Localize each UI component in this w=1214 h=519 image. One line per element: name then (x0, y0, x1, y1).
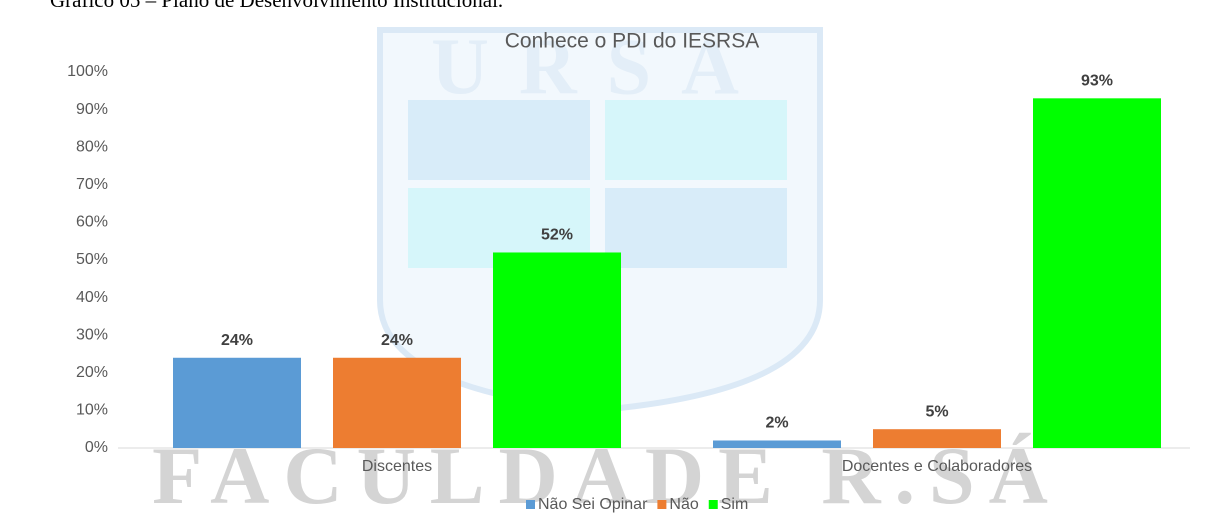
chart-title: Conhece o PDI do IESRSA (505, 30, 759, 53)
caption: Gráfico 05 – Plano de Desenvolvimento In… (50, 0, 503, 12)
y-tick-label: 30% (76, 326, 108, 343)
bar (333, 357, 461, 448)
value-label: 52% (541, 227, 573, 244)
legend-label: Não (669, 496, 698, 513)
y-tick-label: 20% (76, 364, 108, 381)
bar (173, 357, 301, 448)
y-tick-label: 0% (85, 439, 108, 456)
legend-label: Sim (721, 496, 749, 513)
y-tick-label: 90% (76, 101, 108, 118)
legend-label: Não Sei Opinar (538, 496, 648, 513)
logo-watermark: URSA (377, 23, 823, 414)
value-label: 24% (381, 332, 413, 349)
value-label: 93% (1081, 73, 1113, 90)
bar (1033, 98, 1161, 448)
legend-swatch (526, 500, 535, 509)
legend-swatch (657, 500, 667, 509)
y-tick-label: 50% (76, 251, 108, 268)
value-label: 24% (221, 332, 253, 349)
y-tick-label: 10% (76, 402, 108, 419)
bar (713, 440, 841, 448)
y-tick-label: 100% (67, 63, 108, 80)
value-label: 2% (765, 415, 788, 432)
bar (873, 429, 1001, 448)
x-tick-label: Discentes (362, 458, 432, 475)
value-label: 5% (925, 403, 948, 420)
y-tick-label: 40% (76, 289, 108, 306)
y-tick-label: 80% (76, 138, 108, 155)
x-tick-label: Docentes e Colaboradores (842, 458, 1032, 475)
logo-text: URSA (431, 23, 769, 111)
y-tick-label: 70% (76, 176, 108, 193)
y-tick-label: 60% (76, 214, 108, 231)
bar (493, 252, 621, 448)
legend-swatch (708, 500, 718, 509)
